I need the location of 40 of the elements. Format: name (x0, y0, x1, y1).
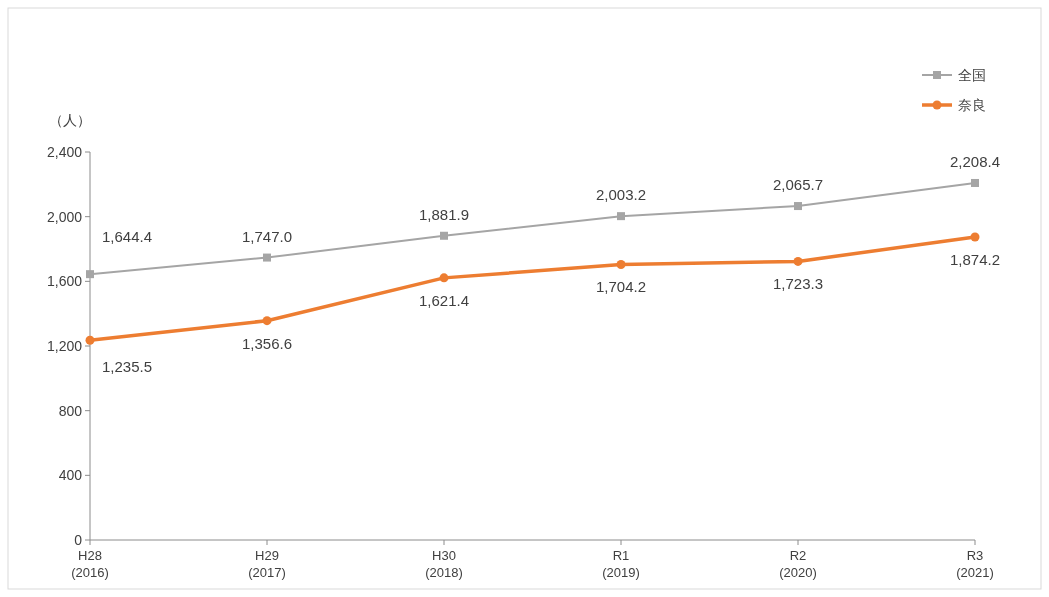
x-tick-label: R3 (2021) (956, 548, 994, 580)
point (263, 253, 271, 262)
data-label: 1,235.5 (102, 358, 153, 376)
y-tick-label: 1,200 (46, 338, 83, 354)
data-label: 2,208.4 (949, 152, 1001, 170)
x-tick-label: H28 (2016) (71, 548, 109, 580)
y-tick-label: 0 (74, 532, 83, 548)
data-label: 1,621.4 (418, 291, 470, 309)
data-label: 1,881.9 (418, 205, 470, 223)
data-label: 1,356.6 (241, 334, 293, 352)
data-label: 2,003.2 (595, 186, 647, 204)
y-tick-label: 2,000 (46, 208, 83, 225)
point (440, 231, 448, 240)
point (617, 212, 625, 221)
data-label: 1,644.4 (102, 228, 153, 246)
point (971, 178, 979, 187)
point (86, 270, 94, 279)
legend-label: 全国 (958, 67, 986, 83)
y-axis-title: （人） (49, 112, 91, 128)
data-label: 2,065.7 (772, 176, 824, 194)
data-label: 1,874.2 (949, 251, 1001, 268)
point (793, 256, 803, 266)
point (439, 273, 449, 283)
data-label: 1,723.3 (772, 275, 824, 293)
data-label: 1,704.2 (595, 278, 647, 296)
legend-label: 奈良 (958, 97, 986, 113)
point (794, 202, 802, 211)
x-tick-label: R1 (2019) (602, 548, 640, 580)
y-tick-label: 400 (58, 467, 83, 484)
y-tick-label: 800 (58, 402, 83, 419)
point (262, 316, 272, 326)
y-tick-label: 2,400 (46, 144, 83, 160)
x-tick-label: H30 (2018) (425, 548, 463, 580)
x-tick-label: H29 (2017) (248, 548, 286, 580)
data-label: 1,747.0 (241, 227, 293, 245)
x-tick-label: R2 (2020) (779, 548, 817, 580)
y-tick-label: 1,600 (46, 273, 83, 290)
point (616, 259, 626, 269)
point (970, 232, 980, 242)
point (85, 335, 95, 345)
